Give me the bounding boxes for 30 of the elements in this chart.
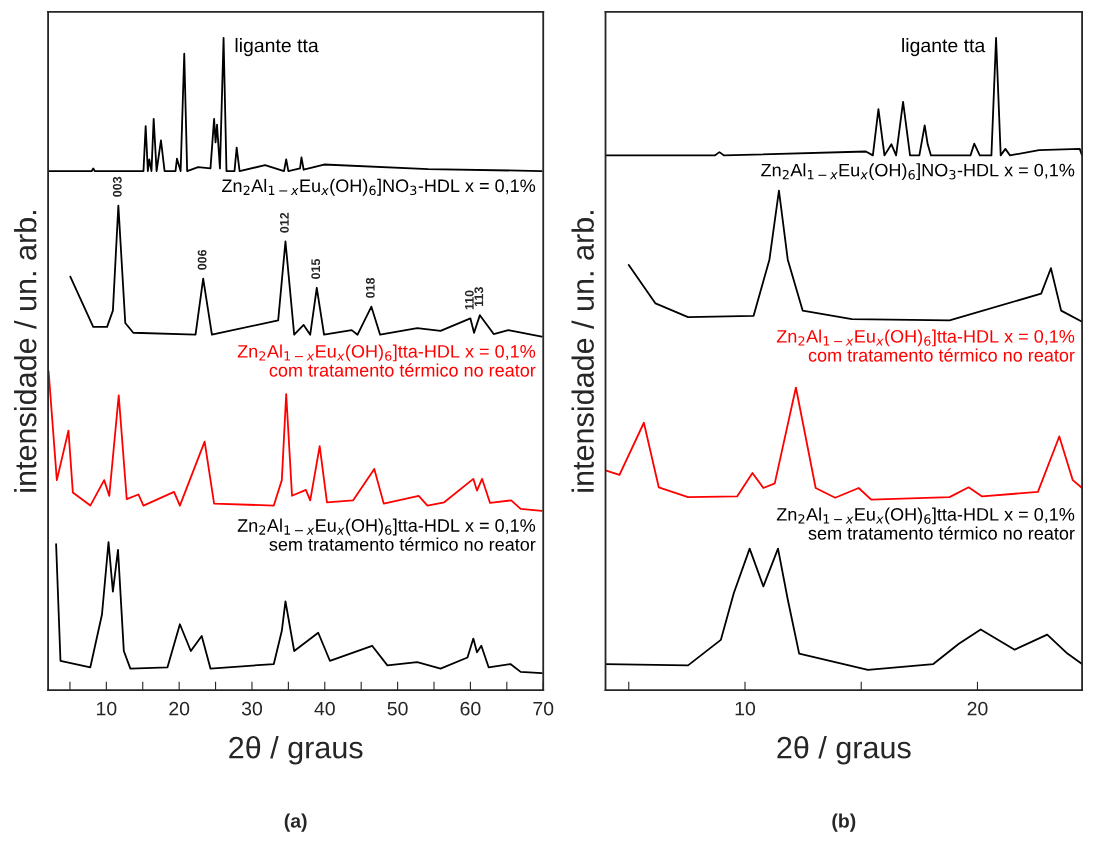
x-tick-label: 20 [169, 701, 190, 716]
x-tick-label: 30 [241, 701, 263, 716]
y-axis-title: intensidade / un. arb. [14, 211, 37, 492]
y-axis-title: intensidade / un. arb. [571, 211, 594, 492]
text: Zn$_{2}$Al$_{1−x}$Eu$_{x}$(OH)$_{6}$]tta-HDL x = 0,1% com tratamento térmico no reator [237, 344, 536, 377]
annotation: 006 [197, 249, 207, 270]
text: Zn$_{2}$Al$_{1−x}$Eu$_{x}$(OH)$_{6}$]tta-HDL x = 0,1% com tratamento térmico no reator [776, 329, 1075, 362]
x-tick-label: 60 [460, 701, 481, 716]
x-tick-label: 10 [97, 701, 117, 716]
x-tick-label: 70 [533, 701, 554, 716]
x-tick-label: 10 [735, 701, 756, 716]
x-tick-label: 50 [387, 701, 408, 716]
text: (a) [284, 813, 307, 832]
annotation: 012 [279, 212, 289, 233]
text: Zn$_{2}$Al$_{1−x}$Eu$_{x}$(OH)$_{6}$]NO$_{3}$-HDL x = 0,1% [761, 163, 1075, 181]
annotation: 003 [112, 176, 122, 197]
text: (b) [832, 813, 856, 832]
annotation: 015 [311, 258, 321, 279]
series-label: ligante tta [235, 38, 319, 57]
text: Zn$_{2}$Al$_{1−x}$Eu$_{x}$(OH)$_{6}$]NO$_{3}$-HDL x = 0,1% [222, 178, 536, 196]
text: Zn$_{2}$Al$_{1−x}$Eu$_{x}$(OH)$_{6}$]tta-HDL x = 0,1% sem tratamento térmico no reator [776, 507, 1075, 540]
x-axis-title: 2θ / graus [229, 736, 363, 765]
annotation: 113 [474, 287, 484, 307]
x-axis-title: 2θ / graus [777, 736, 911, 765]
x-tick-label: 20 [967, 701, 988, 716]
annotation: 110 [464, 290, 474, 310]
x-tick-label: 40 [314, 701, 335, 716]
text: Zn$_{2}$Al$_{1−x}$Eu$_{x}$(OH)$_{6}$]tta-HDL x = 0,1% sem tratamento térmico no reator [237, 518, 536, 551]
annotation: 018 [365, 277, 375, 298]
series-label: ligante tta [902, 38, 986, 57]
